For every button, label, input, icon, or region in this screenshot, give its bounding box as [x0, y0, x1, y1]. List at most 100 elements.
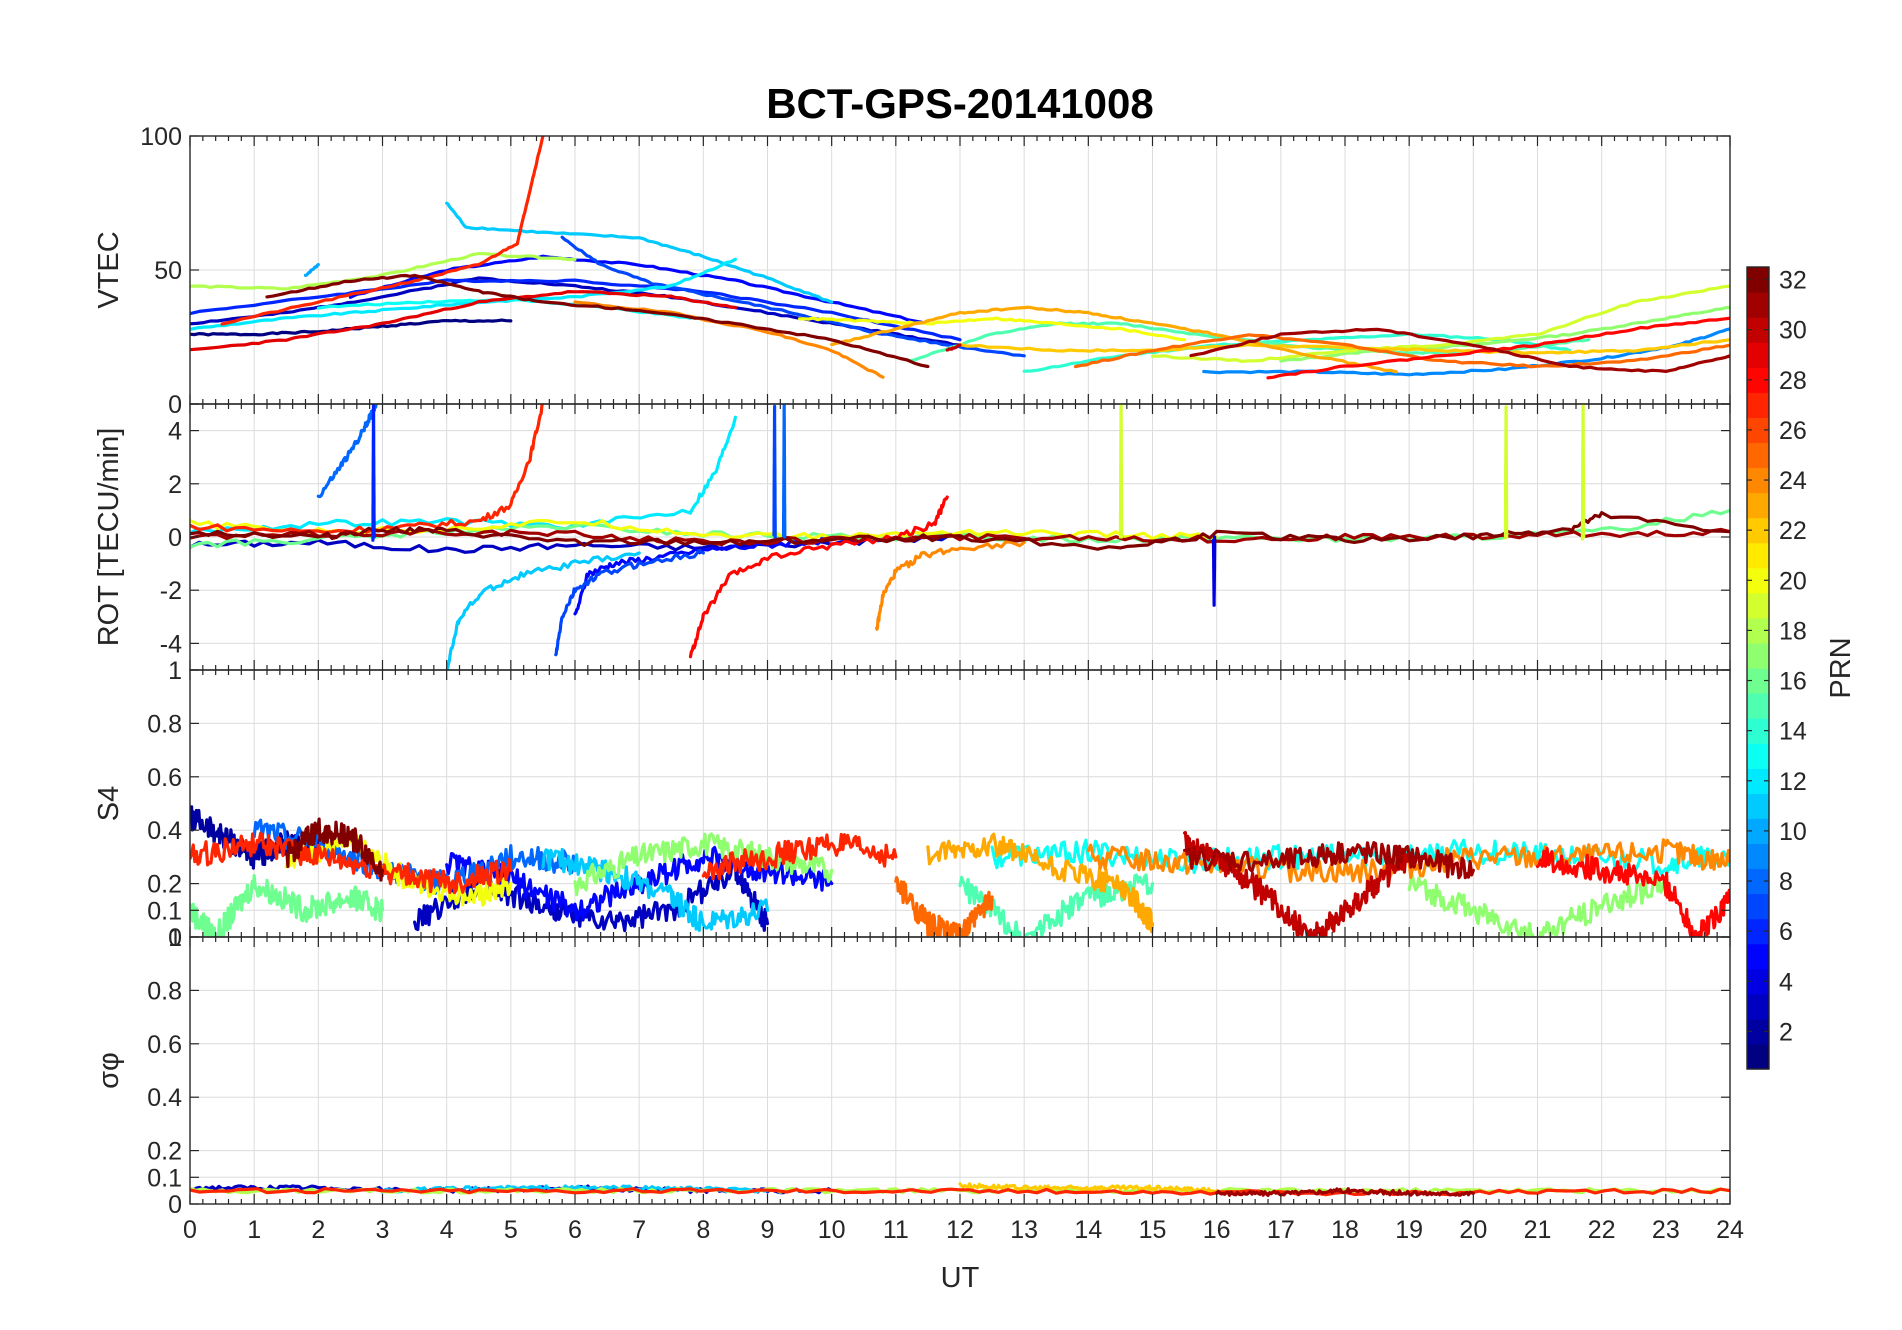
x-tick-label: 15	[1139, 1216, 1167, 1244]
colorbar-tick-label: 2	[1779, 1018, 1793, 1046]
y-tick-label: 4	[168, 418, 182, 446]
y-tick-label: 0.2	[147, 1138, 182, 1166]
colorbar-tick-label: 18	[1779, 617, 1807, 645]
x-tick-label: 12	[946, 1216, 974, 1244]
series-prn-32	[284, 817, 385, 882]
y-tick-label: 0	[168, 391, 182, 419]
colorbar-swatch	[1747, 768, 1769, 794]
colorbar-swatch	[1747, 1043, 1769, 1070]
y-axis-label-sigphi: σφ	[93, 1052, 125, 1089]
x-tick-label: 11	[883, 1216, 909, 1244]
series-prn-11	[445, 201, 834, 304]
series-prn-22	[958, 338, 1730, 355]
series-prn-25	[894, 875, 994, 937]
colorbar-swatch	[1747, 868, 1769, 895]
y-tick-label: 50	[154, 257, 182, 285]
y-tick-label: 0.4	[147, 1084, 182, 1112]
series-prn-25	[1073, 333, 1730, 369]
x-ticks-vtec	[189, 136, 1731, 404]
series-prn-31	[190, 527, 1730, 547]
x-tick-label: 19	[1395, 1216, 1423, 1244]
colorbar-swatch	[1747, 893, 1769, 920]
series-prn-28	[1266, 316, 1730, 380]
colorbar-tick-label: 14	[1779, 718, 1807, 746]
colorbar-swatch	[1747, 492, 1769, 519]
colorbar-tick-label: 4	[1779, 968, 1793, 996]
colorbar-swatch	[1747, 417, 1769, 444]
series-prn-28	[688, 495, 949, 659]
traces-rot	[190, 404, 1730, 670]
series-prn-22	[958, 1182, 1219, 1194]
colorbar-swatch	[1747, 267, 1769, 293]
y-tick-label: 100	[140, 123, 182, 151]
y-tick-label: 0	[168, 524, 182, 552]
colorbar-swatch	[1747, 317, 1769, 343]
series-prn-24	[1086, 838, 1730, 884]
colorbar-swatch	[1747, 592, 1769, 619]
series-prn-19	[1503, 405, 1509, 540]
series-prn-28	[1535, 846, 1730, 937]
series-prn-8	[781, 404, 787, 539]
colorbar-swatch	[1747, 642, 1769, 669]
series-prn-6	[190, 278, 962, 342]
x-tick-label: 16	[1203, 1216, 1231, 1244]
y-tick-label: 0.8	[147, 710, 182, 738]
colorbar-tick-label: 12	[1779, 768, 1807, 796]
y-tick-label: 0.1	[147, 897, 182, 925]
x-tick-label: 22	[1588, 1216, 1616, 1244]
traces-s4	[190, 805, 1730, 937]
series-prn-27	[701, 832, 898, 881]
series-prn-19	[1580, 404, 1586, 541]
series-prn-31	[1182, 841, 1475, 880]
series-prn-18	[190, 252, 577, 291]
series-prn-11	[445, 551, 641, 670]
y-tick-label: 0	[168, 1191, 182, 1219]
x-ticks-s4	[189, 670, 1731, 937]
series-prn-29	[190, 290, 738, 352]
series-prn-27	[190, 404, 545, 535]
colorbar-swatch	[1747, 542, 1769, 569]
series-prn-17	[1407, 873, 1668, 937]
x-tick-label: 5	[504, 1216, 518, 1244]
colorbar-swatch	[1747, 943, 1769, 970]
series-prn-24	[874, 540, 1026, 631]
colorbar-swatch	[1747, 1018, 1769, 1045]
series-prn-17	[1279, 305, 1730, 363]
colorbar-swatch	[1747, 292, 1769, 318]
x-tick-label: 17	[1267, 1216, 1295, 1244]
colorbar-tick-label: 20	[1779, 567, 1807, 595]
x-tick-label: 13	[1010, 1216, 1038, 1244]
y-tick-label: -2	[160, 577, 182, 605]
series-prn-10	[303, 263, 320, 277]
y-ticks-vtec: 50 100	[140, 123, 1730, 405]
colorbar-tick-label: 26	[1779, 417, 1807, 445]
y-tick-label: 1	[168, 657, 182, 685]
series-prn-23	[830, 305, 1398, 374]
x-tick-label: 9	[761, 1216, 775, 1244]
colorbar-tick-label: 10	[1779, 818, 1807, 846]
y-tick-label: 0.1	[147, 1164, 182, 1192]
panel-vtec: 50 100 VTEC	[93, 123, 1731, 405]
series-prn-30	[1182, 830, 1411, 937]
y-tick-label: -4	[160, 630, 182, 658]
grid-sigphi	[189, 936, 1731, 1205]
series-prn-27	[190, 831, 513, 895]
x-tick-label: 7	[632, 1216, 646, 1244]
colorbar-label: PRN	[1825, 637, 1857, 698]
colorbar-swatch	[1747, 342, 1769, 368]
colorbar-swatch	[1747, 668, 1769, 694]
series-prn-7	[560, 235, 1026, 358]
x-tick-label: 24	[1716, 1216, 1744, 1244]
series-prn-6	[371, 404, 376, 542]
colorbar-swatch	[1747, 993, 1769, 1020]
colorbar-swatch	[1747, 843, 1769, 870]
x-tick-label: 4	[440, 1216, 454, 1244]
colorbar-tick-label: 32	[1779, 267, 1807, 295]
series-prn-8	[316, 404, 378, 499]
x-tick-label: 10	[818, 1216, 846, 1244]
colorbar-tick-label: 8	[1779, 868, 1793, 896]
